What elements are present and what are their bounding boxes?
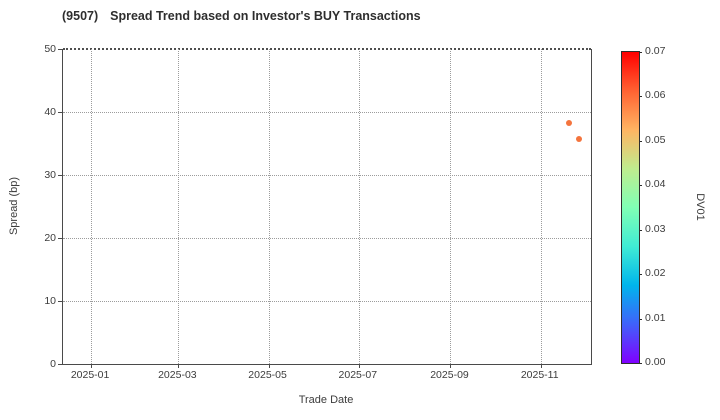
y-tick-mark <box>58 301 62 302</box>
x-tick-mark <box>540 364 542 368</box>
x-tick-mark <box>178 364 180 368</box>
colorbar-tick-label: 0.07 <box>645 45 666 57</box>
x-tick-label: 2025-07 <box>338 369 378 381</box>
x-gridline <box>358 49 360 364</box>
plot-top-gridline <box>63 48 591 50</box>
y-tick-label: 10 <box>44 295 56 307</box>
x-axis-label: Trade Date <box>298 394 354 406</box>
chart-title-text: Spread Trend based on Investor's BUY Tra… <box>110 9 421 23</box>
colorbar-tick-label: 0.06 <box>645 89 666 102</box>
y-tick-label: 50 <box>44 43 56 55</box>
x-tick-label: 2025-03 <box>158 369 197 381</box>
colorbar-tick-label: 0.03 <box>645 222 666 235</box>
colorbar <box>621 51 642 364</box>
y-tick-mark <box>58 112 62 113</box>
y-tick-label: 40 <box>44 106 56 118</box>
x-gridline <box>450 49 452 364</box>
x-tick-label: 2025-11 <box>520 369 559 381</box>
x-gridline <box>178 49 180 364</box>
x-gridline <box>540 49 542 364</box>
x-tick-label: 2025-01 <box>70 369 110 381</box>
x-tick-mark <box>358 364 360 368</box>
chart-title: (9507) Spread Trend based on Investor's B… <box>62 9 421 23</box>
y-tick-label: 30 <box>44 169 56 181</box>
colorbar-tick-label: 0.01 <box>645 311 666 324</box>
x-tick-label: 2025-05 <box>248 369 287 381</box>
y-gridline <box>63 112 591 113</box>
chart-title-code: (9507) <box>62 9 99 23</box>
colorbar-tick-mark <box>639 274 642 276</box>
colorbar-tick-label: 0.05 <box>645 133 666 146</box>
colorbar-tick-mark <box>639 229 642 231</box>
x-tick-mark <box>450 364 452 368</box>
data-point <box>576 136 583 143</box>
colorbar-tick-mark <box>639 185 642 187</box>
colorbar-tick-label: 0.04 <box>645 178 666 191</box>
x-tick-label: 2025-09 <box>430 369 469 381</box>
y-gridline <box>63 238 591 239</box>
x-gridline <box>268 49 270 364</box>
y-axis-label: Spread (bp) <box>8 176 20 236</box>
colorbar-tick-mark <box>639 363 642 364</box>
y-tick-mark <box>58 238 62 239</box>
y-gridline <box>63 301 591 302</box>
colorbar-tick-mark <box>639 318 642 320</box>
colorbar-tick-label: 0.02 <box>645 267 666 280</box>
y-tick-mark <box>58 49 62 50</box>
plot-area <box>58 48 592 368</box>
x-tick-mark <box>268 364 270 368</box>
colorbar-tick-mark <box>639 96 642 98</box>
colorbar-tick-mark <box>639 52 642 53</box>
y-tick-mark <box>58 364 62 365</box>
y-tick-label: 20 <box>44 232 56 244</box>
colorbar-label: DV01 <box>694 193 706 221</box>
x-tick-mark <box>91 364 93 368</box>
data-point <box>565 119 572 126</box>
y-gridline <box>63 175 591 176</box>
colorbar-tick-mark <box>639 140 642 142</box>
colorbar-tick-label: 0.00 <box>645 356 666 368</box>
x-gridline <box>91 49 93 364</box>
y-tick-mark <box>58 175 62 176</box>
y-tick-label: 0 <box>50 358 56 370</box>
